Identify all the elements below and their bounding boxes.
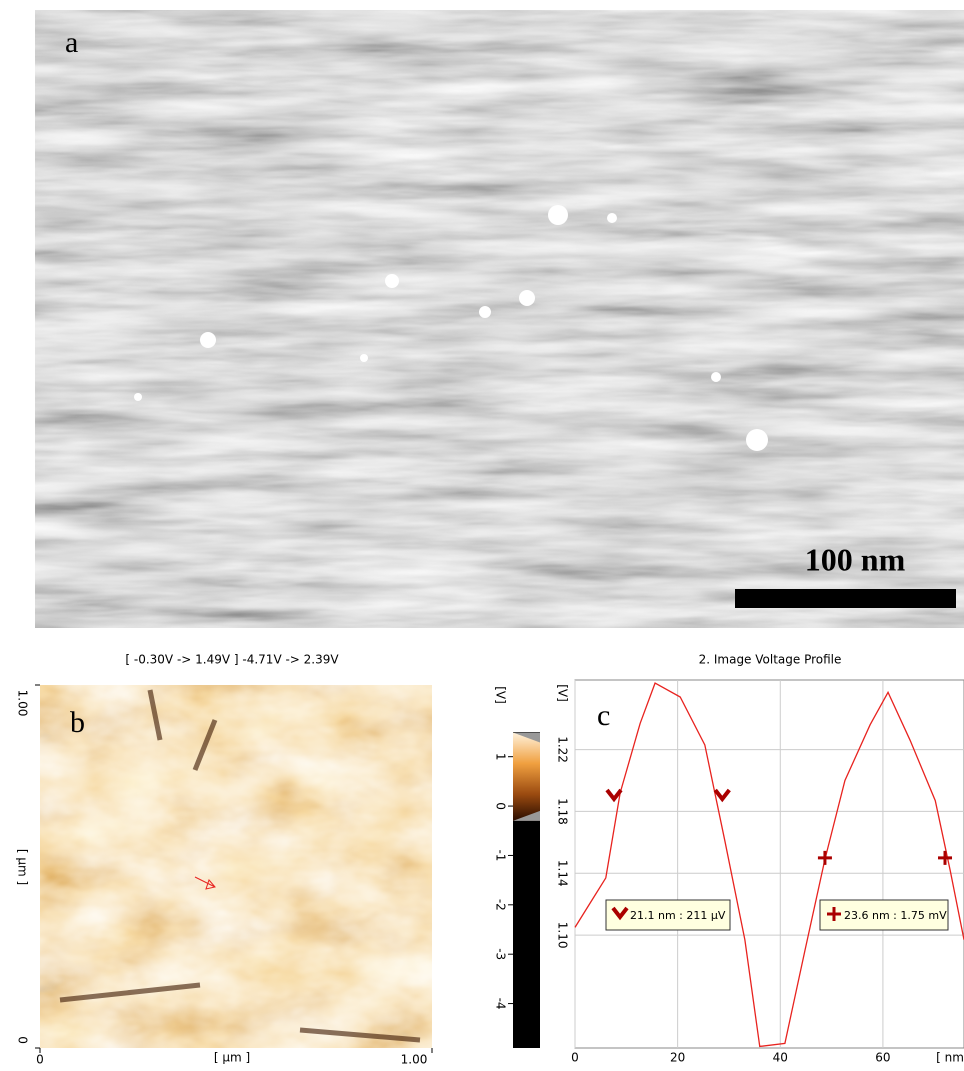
x-axis-label: [ nm [936,1051,964,1065]
annotation: 23.6 nm : 1.75 mV [820,900,948,930]
panel-label: a [65,26,78,59]
plot-area [575,680,964,1048]
y-tick-label: 0 [16,1036,30,1044]
colorbar-tick-label: -1 [494,849,508,861]
annotation: 21.1 nm : 211 µV [606,900,730,930]
figure: a 100 nm b [ -0.30V -> 1.49V ] -4.71V ->… [0,0,964,1067]
y-tick-label: 1.00 [16,690,30,717]
colorbar-tick-label: -2 [494,899,508,911]
colorbar-tick-label: 1 [494,753,508,761]
x-axis-label: [ µm ] [214,1051,250,1065]
panel-label: c [597,699,610,732]
y-tick-label: 1.10 [556,922,570,949]
y-axis-label: [V] [556,684,570,702]
x-tick-label: 40 [773,1051,788,1065]
colorbar-tick-label: 0 [494,802,508,810]
scale-bar [735,589,956,608]
colorbar-range [513,732,540,820]
y-tick-label: 1.14 [556,860,570,887]
y-axis-label: [ µm ] [16,849,30,885]
annotation-text: 21.1 nm : 211 µV [630,909,726,922]
chart-title: 2. Image Voltage Profile [699,653,842,667]
sem-image [35,10,964,628]
colorbar-tick-label: -4 [494,998,508,1010]
colorbar-label: [V] [494,686,508,704]
annotation-text: 23.6 nm : 1.75 mV [844,909,947,922]
page: a 100 nm b [ -0.30V -> 1.49V ] -4.71V ->… [0,0,964,1067]
x-tick-label: 1.00 [401,1053,428,1067]
panel-label: b [70,706,85,739]
x-tick-label: 0 [571,1051,579,1065]
x-tick-label: 60 [875,1051,890,1065]
panel-header: [ -0.30V -> 1.49V ] -4.71V -> 2.39V [125,653,339,667]
y-tick-label: 1.18 [556,798,570,825]
colorbar-tick-label: -3 [494,948,508,960]
y-tick-label: 1.22 [556,736,570,763]
scale-bar-label: 100 nm [805,541,906,577]
x-tick-label: 0 [36,1053,44,1067]
x-tick-label: 20 [670,1051,685,1065]
